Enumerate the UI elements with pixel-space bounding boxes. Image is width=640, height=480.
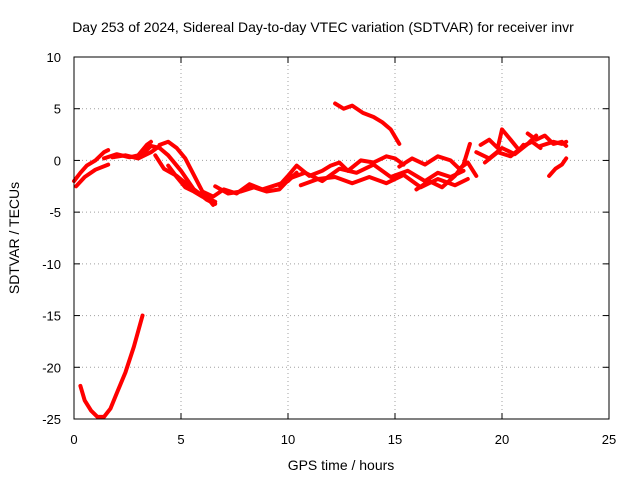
series-track-20 [482,139,543,165]
y-tick-label: 0 [54,153,61,168]
grid-lines [74,57,609,419]
axis-tick-labels: 0 5 10 15 20 25 10 5 0 -5 -10 -15 -20 -25 [42,50,616,447]
series-track-5 [110,143,162,161]
series-track-15 [333,101,402,146]
y-tick-label: 5 [54,102,61,117]
y-tick-label: -10 [42,257,61,272]
x-tick-label: 5 [177,432,184,447]
y-tick-label: -25 [42,412,61,427]
x-tick-label: 25 [602,432,616,447]
series-track-14 [298,172,470,190]
plot-frame [73,56,610,420]
y-tick-label: 10 [47,50,61,65]
x-tick-label: 10 [281,432,295,447]
series-track-17 [414,141,472,192]
x-tick-label: 0 [70,432,77,447]
series-track-12 [277,154,406,188]
y-tick-label: -5 [49,205,61,220]
y-tick-label: -15 [42,309,61,324]
series-track-22 [538,139,569,148]
series-track-8 [153,153,218,204]
axis-ticks [73,56,610,420]
series-track-16 [397,154,479,178]
x-tick-label: 15 [388,432,402,447]
series-track-9 [166,163,205,199]
series-track-11 [213,173,295,196]
series-track-23 [547,156,569,178]
data-series [72,101,569,419]
series-track-3 [78,313,145,419]
x-tick-label: 20 [495,432,509,447]
series-track-2 [74,162,111,189]
chart-title: Day 253 of 2024, Sidereal Day-to-day VTE… [72,19,574,35]
x-axis-label: GPS time / hours [288,457,395,473]
y-axis-label: SDTVAR / TECUs [6,182,22,294]
y-tick-label: -20 [42,360,61,375]
series-track-1 [72,148,111,184]
